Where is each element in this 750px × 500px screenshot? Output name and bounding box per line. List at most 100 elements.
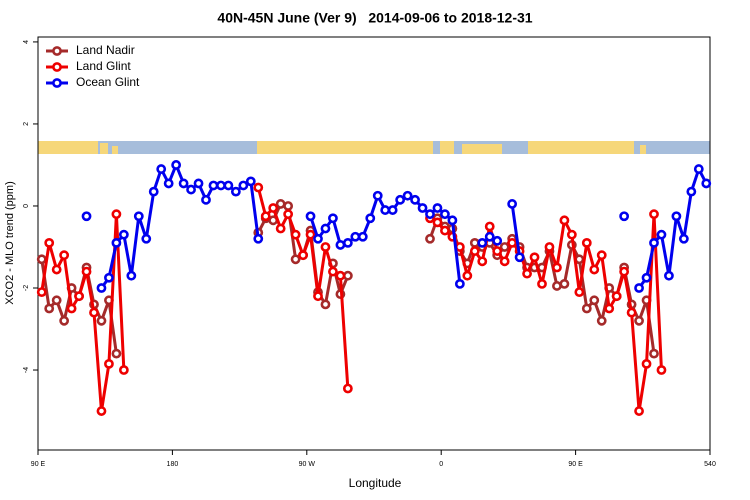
data-point <box>245 176 256 187</box>
data-point <box>111 348 122 359</box>
data-point <box>59 315 70 326</box>
data-point <box>656 365 667 375</box>
data-point <box>395 194 406 205</box>
data-point <box>432 203 443 213</box>
data-point <box>649 348 659 359</box>
data-point <box>216 180 226 191</box>
data-point <box>290 254 301 265</box>
data-point <box>477 256 488 267</box>
data-point <box>469 246 480 256</box>
data-point <box>126 270 137 281</box>
data-point <box>634 283 644 293</box>
data-point <box>320 242 331 252</box>
data-point <box>81 211 92 222</box>
data-point <box>589 295 600 306</box>
data-point <box>328 266 338 277</box>
data-point <box>298 250 308 261</box>
data-point <box>649 209 659 220</box>
data-point <box>552 262 562 273</box>
data-point <box>66 303 77 314</box>
data-point <box>133 211 144 222</box>
x-tick-label: 90 E <box>31 461 46 468</box>
data-point <box>96 406 107 416</box>
x-axis-label: Longitude <box>349 476 402 490</box>
legend-label: Land Glint <box>76 59 131 73</box>
data-point <box>477 237 488 248</box>
data-point <box>447 215 458 226</box>
data-point <box>701 178 712 189</box>
data-point <box>514 252 525 263</box>
data-point <box>81 266 92 277</box>
data-point <box>484 221 495 232</box>
data-point <box>604 303 615 314</box>
data-point <box>574 287 585 298</box>
data-point <box>559 278 570 289</box>
data-point <box>74 291 84 302</box>
x-tick-label: 540 <box>704 461 716 468</box>
plot-frame <box>37 36 711 451</box>
data-point <box>425 233 435 244</box>
y-axis-label: XCO2 - MLO trend (ppm) <box>4 181 16 304</box>
data-point <box>223 180 234 191</box>
data-point <box>171 160 182 170</box>
x-tick-label: 90 W <box>299 461 316 468</box>
data-point <box>671 211 682 222</box>
data-point <box>260 211 271 222</box>
data-point <box>552 281 562 291</box>
data-point <box>201 194 211 205</box>
data-point <box>283 209 294 220</box>
data-point <box>499 242 510 252</box>
data-point <box>111 209 122 220</box>
data-point <box>230 186 241 197</box>
data-point <box>365 213 376 224</box>
data-point <box>432 217 443 228</box>
data-point <box>462 270 473 281</box>
data-point <box>619 211 630 222</box>
data-point <box>36 254 47 265</box>
data-point <box>492 246 503 256</box>
data-point <box>596 250 607 261</box>
data-point <box>290 229 301 240</box>
data-point <box>51 295 62 306</box>
data-point <box>193 178 204 189</box>
data-point <box>44 303 55 314</box>
data-point <box>693 164 704 174</box>
data-point <box>664 270 674 281</box>
data-point <box>178 178 189 189</box>
legend-marker <box>52 46 62 56</box>
data-point <box>253 233 264 244</box>
data-point <box>507 237 518 248</box>
data-point <box>507 199 518 209</box>
data-point <box>320 223 331 234</box>
data-point <box>484 231 495 242</box>
data-point <box>469 237 480 248</box>
data-point <box>89 307 99 318</box>
legend-marker <box>52 78 62 88</box>
data-point <box>656 229 667 240</box>
chart-title: 40N-45N June (Ver 9) 2014-09-06 to 2018-… <box>217 10 532 26</box>
data-point <box>372 190 383 201</box>
data-point <box>529 252 540 263</box>
data-point <box>357 231 368 242</box>
data-point <box>402 190 413 201</box>
data-point <box>499 256 510 267</box>
legend-label: Land Nadir <box>76 43 135 57</box>
data-point <box>634 315 644 326</box>
data-point <box>275 199 286 209</box>
data-point <box>686 186 697 197</box>
data-point <box>313 233 323 244</box>
data-point <box>141 233 152 244</box>
data-point <box>634 406 644 416</box>
data-point <box>268 203 279 213</box>
data-point <box>328 213 338 224</box>
data-point <box>104 358 114 369</box>
data-point <box>350 231 361 242</box>
x-tick-label: 90 E <box>568 461 583 468</box>
data-point <box>253 182 264 193</box>
data-point <box>678 233 689 244</box>
data-point <box>425 209 435 220</box>
data-point <box>649 237 659 248</box>
data-point <box>335 240 346 250</box>
